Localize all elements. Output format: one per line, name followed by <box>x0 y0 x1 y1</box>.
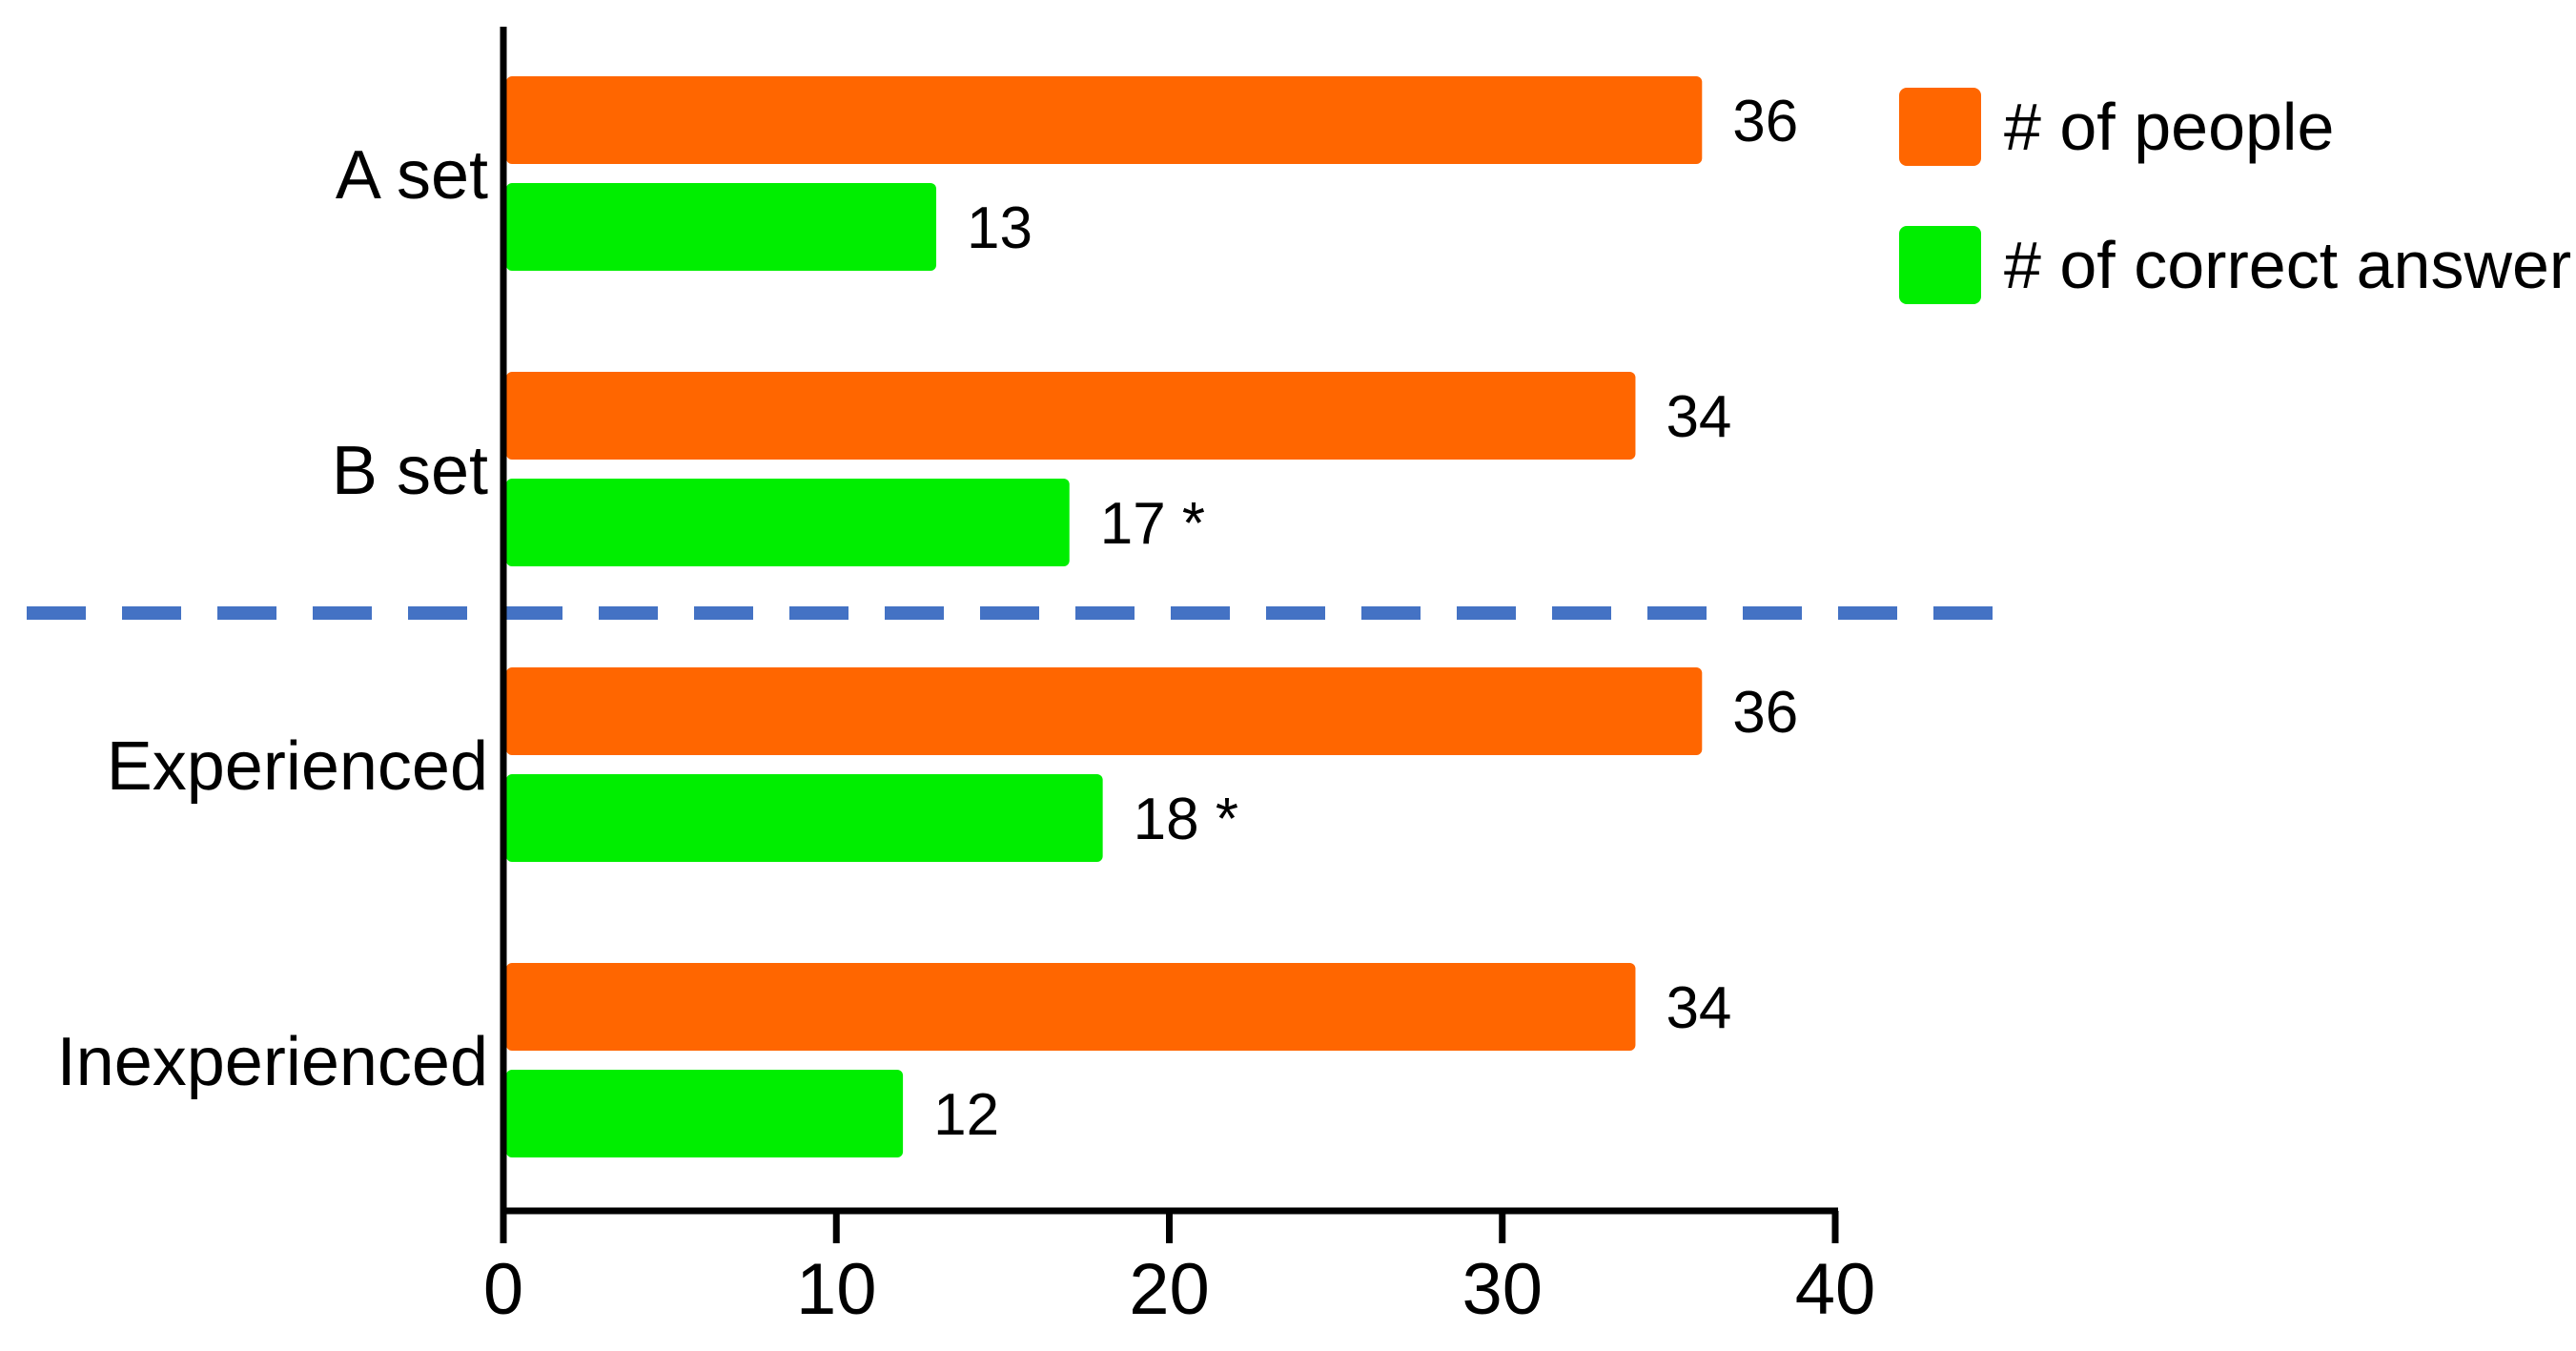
bar-people-1 <box>506 372 1636 460</box>
bar-people-3 <box>506 963 1636 1051</box>
x-tick-label: 10 <box>796 1249 877 1330</box>
bar-correct-1 <box>506 479 1070 566</box>
data-label: 12 <box>933 1082 999 1148</box>
bar-people-0 <box>506 76 1703 164</box>
bar-correct-2 <box>506 774 1103 862</box>
category-label: Experienced <box>107 728 488 805</box>
category-label: B set <box>332 433 488 509</box>
bar-correct-0 <box>506 183 937 271</box>
data-label: 17 * <box>1100 491 1205 557</box>
legend-label: # of correct answer <box>2004 228 2571 302</box>
data-label: 34 <box>1666 384 1731 450</box>
data-label: 34 <box>1666 975 1731 1041</box>
data-label: 18 * <box>1134 787 1238 852</box>
data-label: 13 <box>967 195 1032 261</box>
plot-marks: 36 13 34 17 * 36 18 * 34 12 <box>27 76 2007 1157</box>
legend-swatch <box>1899 88 1981 166</box>
x-tick-label: 20 <box>1129 1249 1210 1330</box>
axes: A set B set Experienced Inexperienced 0 10 20 3… <box>57 27 1876 1330</box>
bar-correct-3 <box>506 1070 904 1157</box>
legend-label: # of people <box>2004 90 2334 164</box>
x-tick-label: 0 <box>483 1249 523 1330</box>
category-label: Inexperienced <box>57 1024 488 1100</box>
bar-people-2 <box>506 667 1703 755</box>
data-label: 36 <box>1732 89 1798 154</box>
data-label: 36 <box>1732 680 1798 746</box>
x-tick-label: 30 <box>1462 1249 1543 1330</box>
legend-swatch <box>1899 226 1981 304</box>
x-tick-label: 40 <box>1795 1249 1876 1330</box>
legend: # of people # of correct answer <box>1899 88 2571 304</box>
category-label: A set <box>336 137 488 214</box>
